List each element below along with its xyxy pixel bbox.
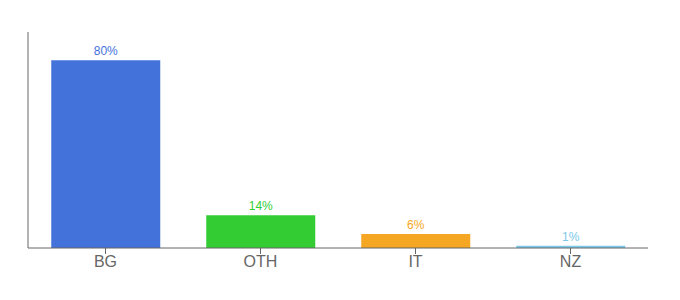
svg-text:80%: 80% <box>94 44 118 58</box>
svg-text:1%: 1% <box>562 230 580 244</box>
svg-text:6%: 6% <box>407 218 425 232</box>
svg-text:BG: BG <box>94 253 117 270</box>
svg-text:NZ: NZ <box>560 253 582 270</box>
svg-text:OTH: OTH <box>244 253 278 270</box>
svg-text:14%: 14% <box>249 199 273 213</box>
svg-text:IT: IT <box>408 253 422 270</box>
